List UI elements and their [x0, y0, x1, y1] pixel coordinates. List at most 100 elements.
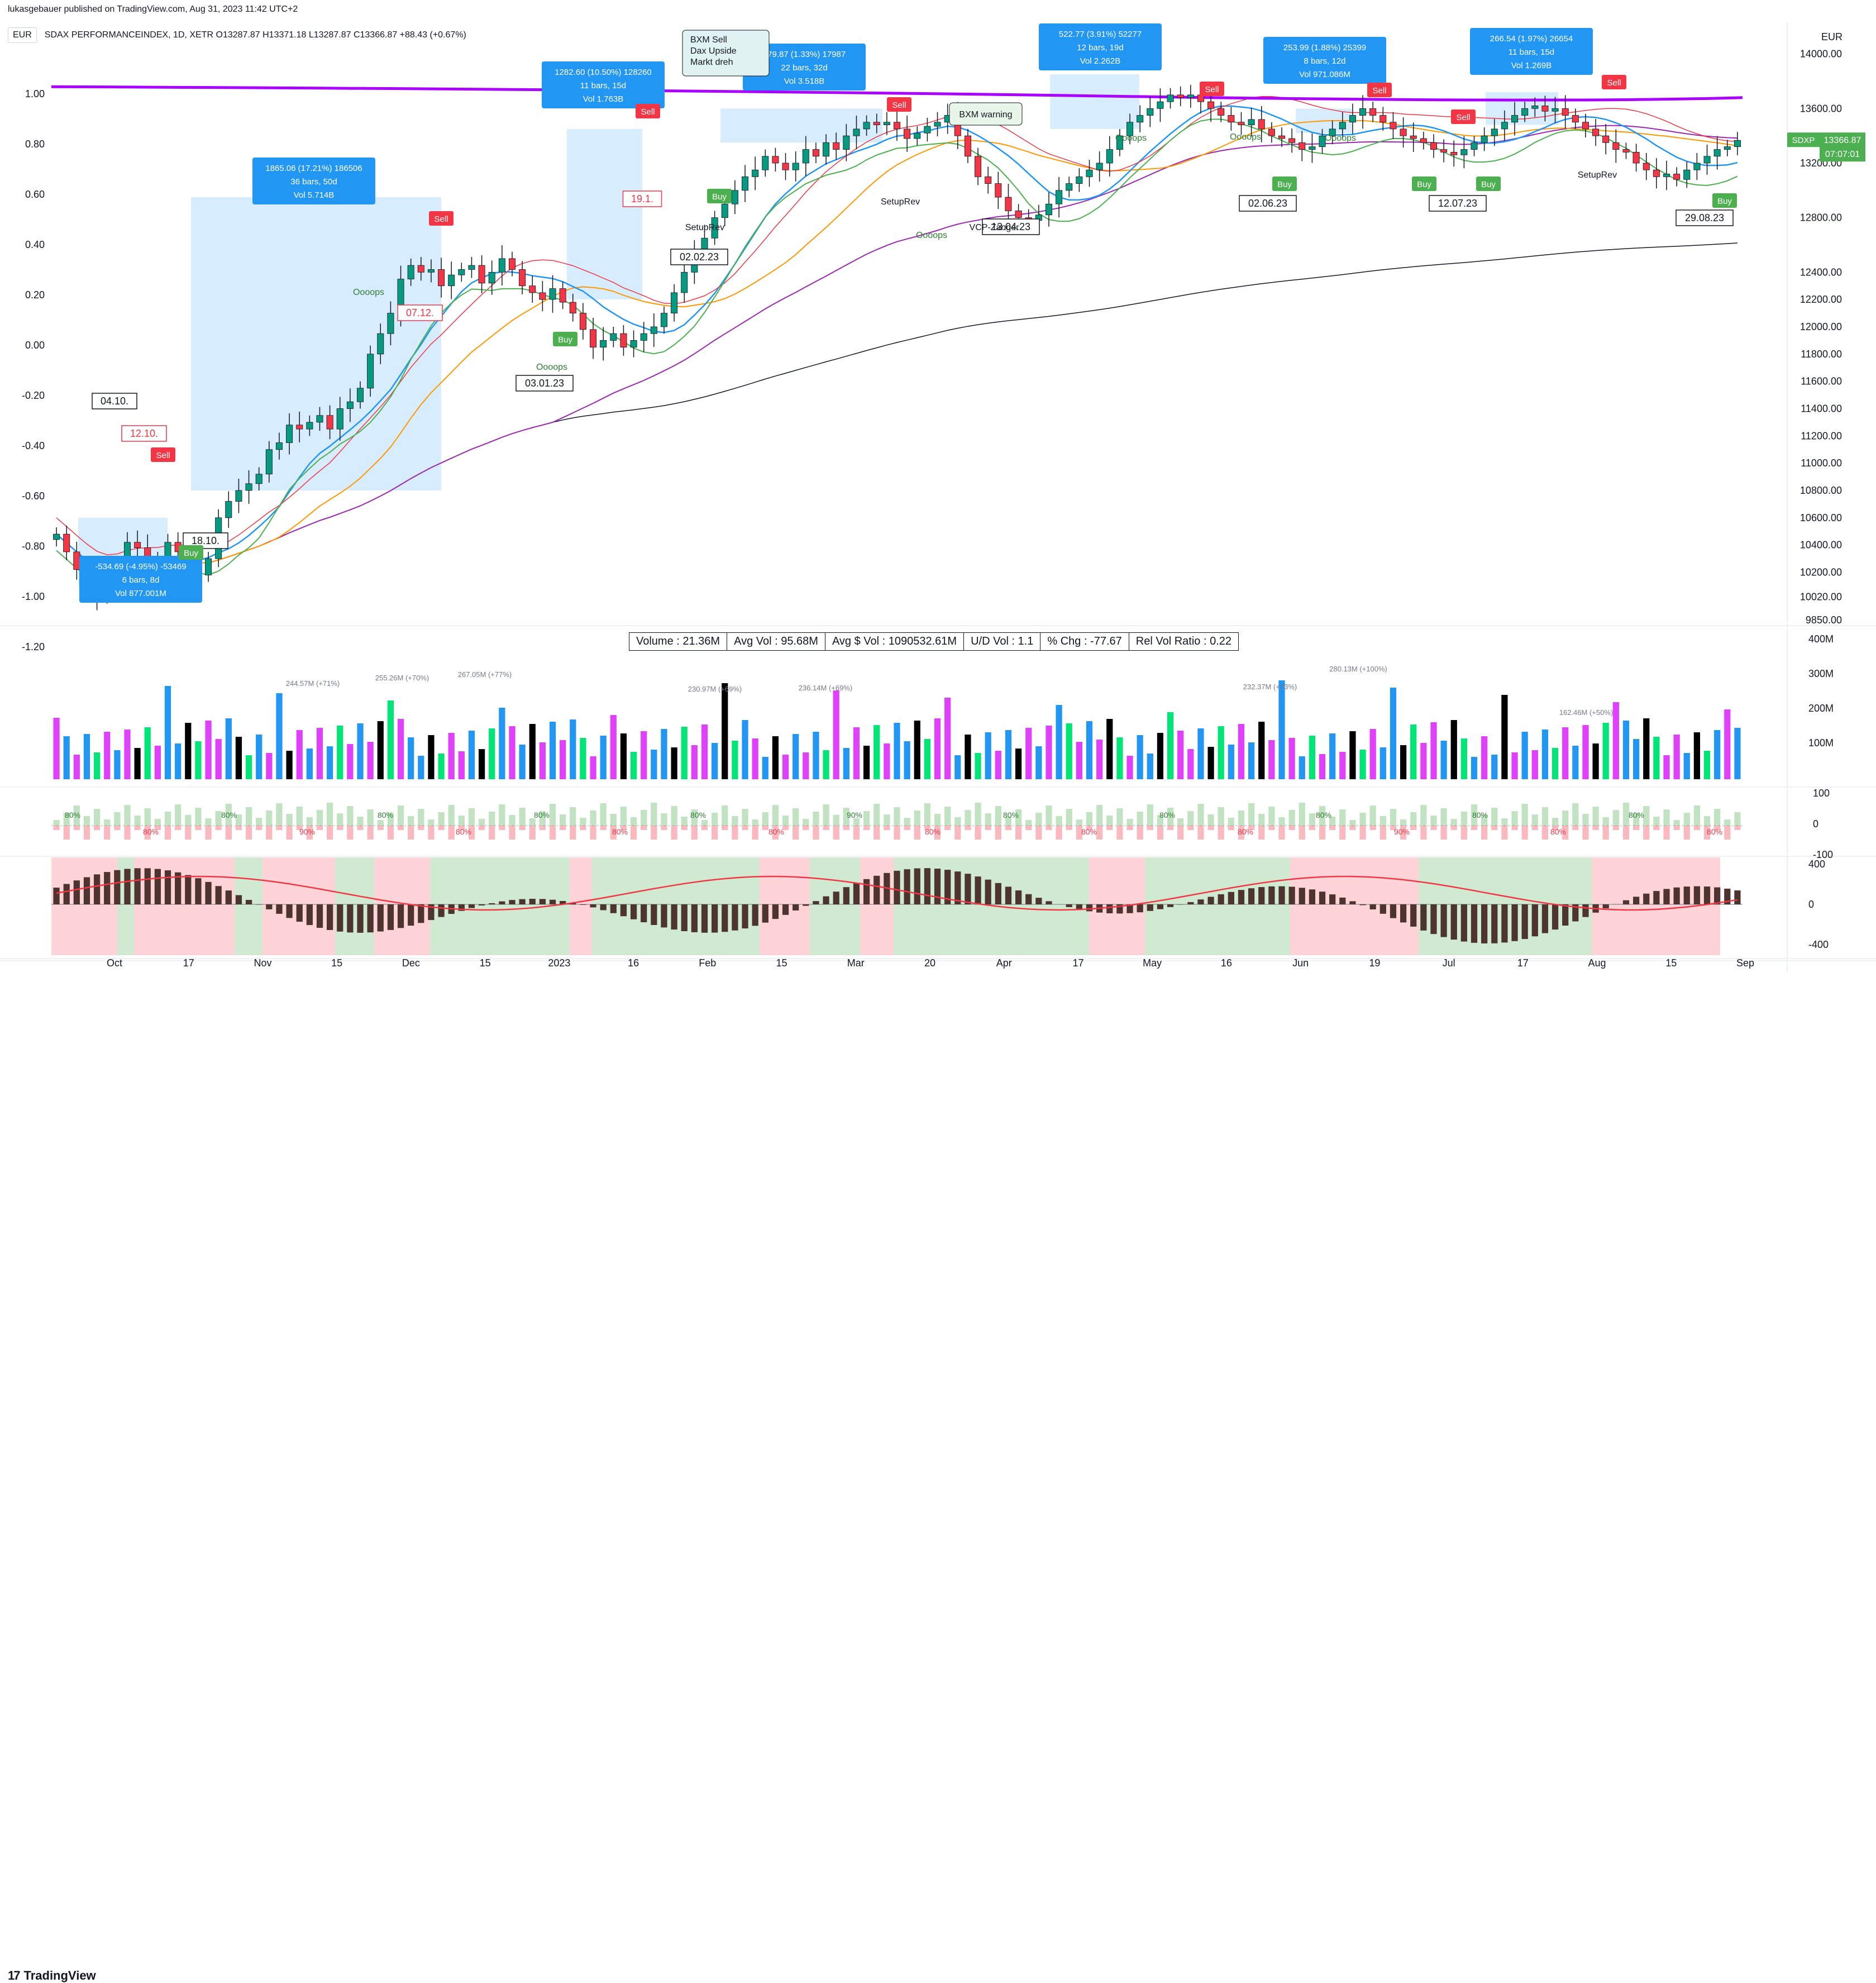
histogram-bar	[286, 904, 292, 918]
volume-bar	[793, 734, 799, 779]
histogram-bar	[469, 904, 475, 908]
candle-body	[1653, 170, 1659, 177]
volume-bar	[134, 748, 140, 779]
histogram-bar	[367, 904, 374, 932]
volume-bar	[1694, 732, 1700, 779]
breadth-down-bar	[1663, 826, 1669, 840]
breadth-down-bar	[853, 826, 860, 840]
measure-range-box	[720, 108, 882, 142]
breadth-up-bar	[1248, 803, 1254, 826]
volume-bar	[1663, 755, 1669, 779]
candle-body	[408, 265, 414, 279]
breadth-up-bar	[1258, 814, 1264, 826]
x-axis-tick-label: Sep	[1736, 957, 1754, 969]
breadth-up-bar	[307, 817, 313, 826]
histogram-bar	[185, 875, 191, 904]
candle-body	[1359, 108, 1366, 115]
volume-bar	[540, 742, 546, 779]
histogram-bar	[620, 904, 627, 916]
volume-bar	[1390, 688, 1396, 779]
histogram-bar	[813, 901, 819, 904]
breadth-up-bar	[519, 808, 526, 826]
volume-bar	[1258, 722, 1264, 779]
volume-bar	[1532, 750, 1538, 779]
breadth-up-bar	[337, 813, 343, 826]
volume-peak-label: 162.46M (+50%)	[1559, 708, 1613, 717]
symbol-legend[interactable]: SDAX PERFORMANCEINDEX, 1D, XETR O13287.8…	[45, 30, 466, 40]
volume-bar	[327, 746, 333, 779]
volume-bar	[1522, 732, 1528, 779]
date-label: 04.10.	[101, 395, 128, 407]
volume-bar	[1592, 743, 1598, 779]
breadth-down-bar	[367, 826, 374, 840]
breadth-down-bar	[448, 826, 455, 840]
histogram-bar	[74, 880, 80, 904]
histogram-bar	[1552, 904, 1558, 929]
candle-body	[1613, 142, 1619, 149]
breadth-down-bar	[175, 826, 181, 830]
breadth-up-bar	[448, 805, 455, 826]
breadth-down-bar	[944, 826, 951, 830]
breadth-down-bar	[1299, 826, 1305, 840]
candle-body	[266, 450, 272, 474]
candle-body	[1481, 136, 1487, 142]
volume-bar	[1228, 745, 1234, 779]
breadth-up-bar	[357, 817, 363, 826]
ticker-badge-label: SDXP	[1792, 136, 1815, 145]
oooops-label: Oooops	[353, 288, 384, 297]
tradingview-brand[interactable]: 17 TradingView	[8, 1968, 96, 1983]
candle-body	[1076, 177, 1082, 183]
price-tick-label: 11000.00	[1801, 457, 1842, 469]
volume-bar	[610, 715, 617, 779]
histogram-bar	[307, 904, 313, 925]
candle-body	[1430, 142, 1436, 149]
volume-bar	[1582, 725, 1588, 779]
candle-body	[519, 269, 526, 285]
breadth-up-bar	[894, 807, 900, 826]
candle-body	[681, 272, 688, 293]
candle-body	[438, 269, 444, 285]
breadth-down-bar	[226, 826, 232, 840]
candle-body	[74, 552, 80, 570]
breadth-up-bar	[793, 808, 799, 826]
breadth-down-bar	[1218, 826, 1224, 840]
volume-bar	[1035, 746, 1042, 779]
volume-bar	[1076, 742, 1082, 779]
breadth-down-bar	[1167, 826, 1173, 830]
measure-callout-line1: 522.77 (3.91%) 52277	[1059, 30, 1142, 39]
breadth-down-bar	[1511, 826, 1517, 830]
chart-canvas[interactable]: 80%80%80%90%80%80%80%80%80%80%90%80%80%8…	[0, 0, 1876, 1010]
breadth-up-bar	[469, 808, 475, 826]
candle-body	[560, 289, 566, 302]
breadth-down-bar	[1734, 826, 1740, 830]
breadth-up-bar	[94, 809, 100, 826]
currency-selector[interactable]: EUR	[8, 27, 37, 43]
breadth-up-bar	[84, 816, 90, 826]
breadth-down-bar	[914, 826, 920, 840]
breadth-down-bar	[985, 826, 991, 830]
volume-bar	[307, 749, 313, 779]
measure-callout-line3: Vol 1.763B	[583, 94, 624, 104]
breadth-down-bar	[752, 826, 758, 840]
volume-peak-label: 236.14M (+69%)	[799, 684, 852, 692]
histogram-bar	[1187, 902, 1194, 904]
candle-body	[884, 122, 890, 125]
volume-bar	[479, 749, 485, 779]
histogram-bar	[398, 904, 404, 928]
breadth-up-bar	[104, 819, 110, 826]
histogram-bar	[954, 871, 961, 904]
histogram-bar	[924, 868, 930, 904]
volume-bar	[803, 752, 809, 779]
breadth-down-bar	[570, 826, 576, 840]
breadth-down-bar	[378, 826, 384, 830]
histogram-bar	[226, 890, 232, 904]
candle-body	[550, 289, 556, 300]
oscillator-tick-label: -0.40	[22, 440, 45, 451]
breadth-pct-label: 80%	[925, 827, 941, 836]
candle-body	[1187, 95, 1194, 98]
candle-body	[1167, 95, 1173, 102]
volume-bar	[84, 734, 90, 779]
measure-callout-line3: Vol 3.518B	[784, 77, 825, 86]
right-axis-currency: EUR	[1821, 31, 1842, 42]
histogram-bar	[418, 904, 424, 923]
